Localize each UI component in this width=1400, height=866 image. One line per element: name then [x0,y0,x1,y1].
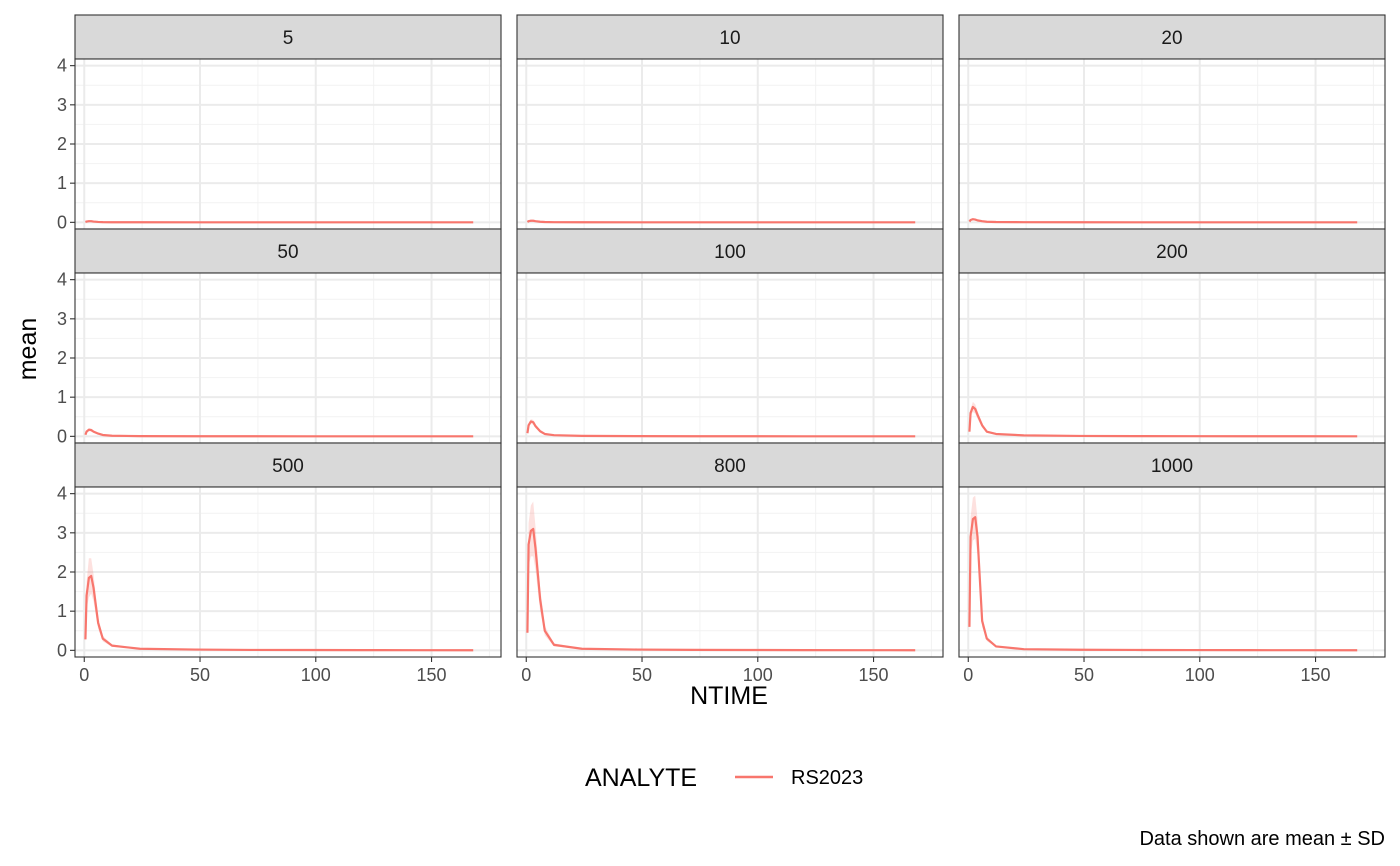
panel-border [516,486,944,658]
y-tick-label: 1 [57,601,67,621]
y-tick-label: 4 [57,484,67,504]
y-tick-label: 4 [57,56,67,76]
x-tick-label: 50 [1074,665,1094,685]
series-line-rs2023 [526,420,916,438]
y-axis-title: mean [14,318,42,381]
x-tick-label: 100 [1185,665,1215,685]
series-line-rs2023 [85,220,474,224]
series-line-rs2023 [84,428,474,438]
x-tick-label: 150 [1301,665,1331,685]
x-tick-label: 100 [743,665,773,685]
series-line-rs2023 [526,219,916,224]
facet-panel-50: 50 0 1 2 3 4 [57,228,502,446]
y-tick-label: 2 [57,562,67,582]
y-tick-label: 3 [57,523,67,543]
facet-panel-5: 5 0 1 2 3 4 [57,14,502,232]
facet-panel-800: 800 0 50 100 150 [516,442,944,685]
y-tick-label: 0 [57,426,67,446]
x-axis-title: NTIME [690,682,768,710]
facet-strip-label: 10 [719,28,740,49]
facet-strip-label: 500 [272,456,304,477]
y-tick-label: 4 [57,270,67,290]
facet-strip [958,228,1386,274]
legend-title: ANALYTE [585,764,697,792]
x-tick-label: 0 [521,665,531,685]
facet-strip [74,228,502,274]
facet-strip [74,14,502,60]
facet-strip [516,228,944,274]
facet-panel-10: 10 [516,14,944,230]
facet-strip [516,442,944,488]
facet-strip [516,14,944,60]
x-tick-label: 0 [79,665,89,685]
panel-border [958,486,1386,658]
facet-strip-label: 100 [714,242,746,263]
x-tick-label: 100 [301,665,331,685]
x-tick-label: 150 [859,665,889,685]
y-tick-label: 0 [57,212,67,232]
legend: ANALYTE RS2023 [585,764,863,792]
y-tick-label: 1 [57,173,67,193]
facet-strip-label: 5 [283,28,294,49]
series-line-rs2023 [84,574,474,652]
facet-panel-500: 500 0 1 2 3 4 0 50 100 150 [57,442,502,685]
y-tick-label: 3 [57,309,67,329]
x-tick-label: 50 [190,665,210,685]
series-line-rs2023 [968,516,1358,652]
y-tick-label: 1 [57,387,67,407]
y-tick-label: 3 [57,95,67,115]
facet-strip-label: 50 [277,242,298,263]
facet-strip [958,442,1386,488]
facet-strip-label: 800 [714,456,746,477]
series-line-rs2023 [526,527,916,652]
facet-strip [74,442,502,488]
series-line-rs2023 [968,405,1358,438]
y-tick-label: 0 [57,640,67,660]
facet-strip-label: 200 [1156,242,1188,263]
chart-caption: Data shown are mean ± SD [1139,828,1385,850]
facet-strip-label: 1000 [1151,456,1193,477]
x-tick-label: 50 [632,665,652,685]
y-tick-label: 2 [57,134,67,154]
facet-panel-200: 200 [958,228,1386,444]
facet-strip [958,14,1386,60]
series-line-rs2023 [968,218,1358,224]
y-tick-label: 2 [57,348,67,368]
x-tick-label: 0 [963,665,973,685]
x-tick-label: 150 [417,665,447,685]
facet-panel-100: 100 [516,228,944,444]
facet-panel-20: 20 [958,14,1386,230]
legend-label-rs2023: RS2023 [791,767,863,789]
facet-panel-1000: 1000 0 50 100 150 [958,442,1386,685]
facet-strip-label: 20 [1161,28,1182,49]
